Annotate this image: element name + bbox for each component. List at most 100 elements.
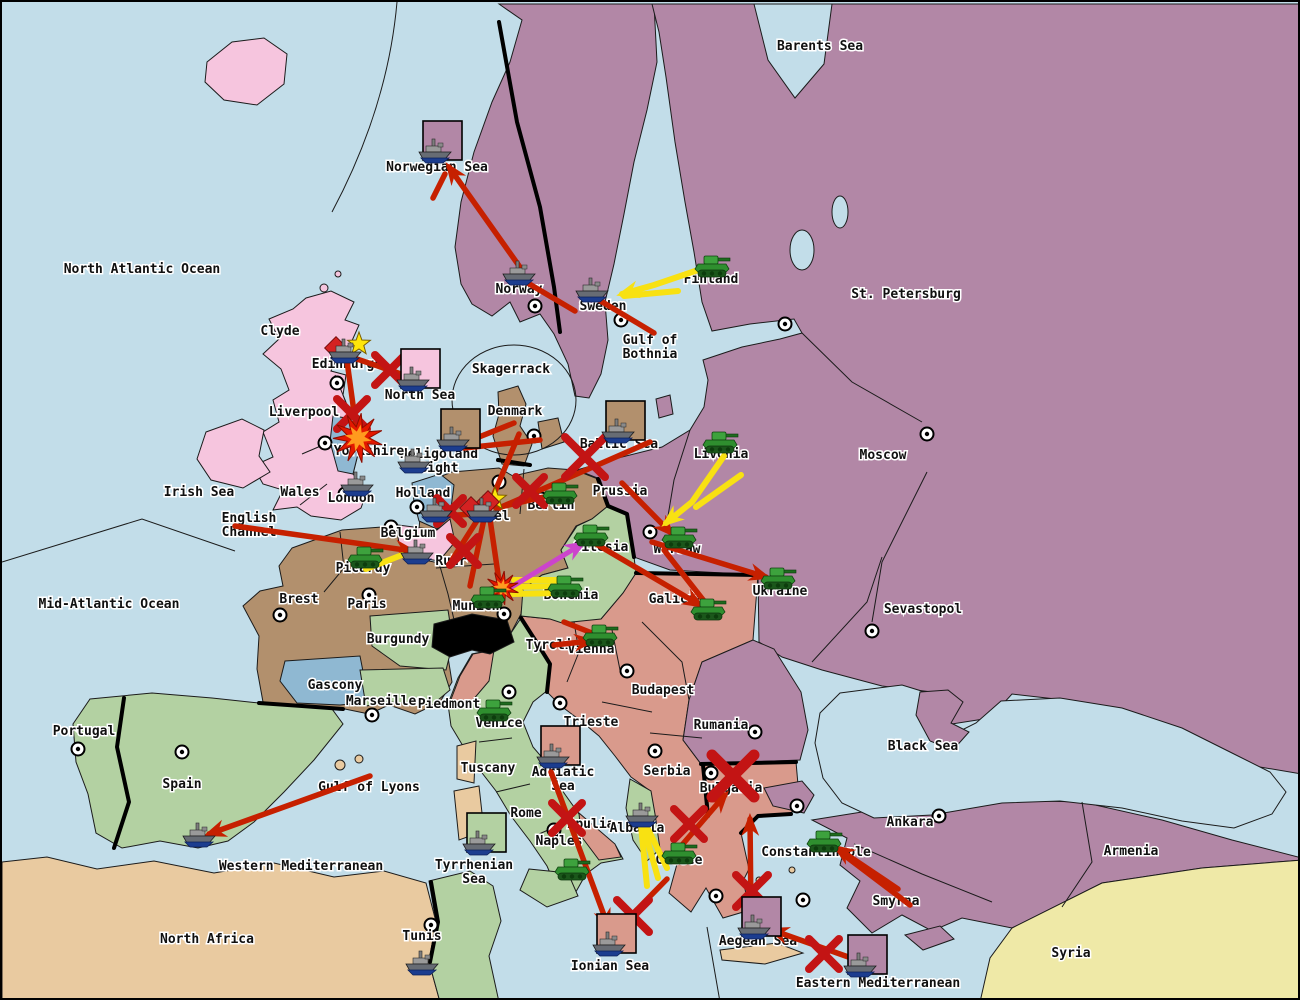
order-arrow-red [548,769,611,932]
label-denmark: Denmark [488,404,543,419]
unit-army-munich[interactable] [470,586,507,609]
unit-fleet-albania[interactable] [625,802,659,828]
order-arrow-red [661,547,707,604]
fleet-icon [396,366,430,392]
unit-fleet-norwegian-sea[interactable] [418,120,463,164]
region-marseilles[interactable] [359,667,451,707]
label-marseilles: Marseilles [346,694,424,709]
unit-army-galicia[interactable] [690,598,727,621]
unit-fleet-spain-south-coast[interactable] [182,822,216,848]
label-western-mediterranean: Western Mediterranean [219,859,383,874]
supply-center-dot [919,426,935,442]
label-burgundy: Burgundy [367,632,430,647]
unit-army-finland[interactable] [694,255,731,278]
bounce-x-mark [805,935,843,973]
order-arrow-red [551,633,597,652]
unit-fleet-baltic-sea[interactable] [601,400,646,444]
unit-fleet-ionian-sea[interactable] [592,913,637,957]
label-tunis: Tunis [402,929,441,944]
unit-fleet-edinburgh[interactable] [328,338,362,364]
unit-fleet-eastern-mediterranean[interactable] [843,934,888,978]
unit-fleet-adriatic-sea[interactable] [536,725,581,769]
supply-center-dot [931,808,947,824]
region-ireland[interactable] [196,418,271,489]
unit-fleet-heligoland-bight[interactable] [397,448,431,474]
label-piedmont: Piedmont [418,697,481,712]
region-iceland[interactable] [204,37,288,106]
army-icon [694,255,731,278]
army-icon [690,598,727,621]
unit-fleet-holland[interactable] [419,497,453,523]
unit-fleet-belgium[interactable] [400,539,434,565]
label-armenia: Armenia [1104,844,1159,859]
label-spain: Spain [162,777,201,792]
fleet-icon [405,950,439,976]
label-ionian-sea: Ionian Sea [571,959,649,974]
unit-army-warsaw[interactable] [661,526,698,549]
region-north-africa[interactable] [2,856,440,1000]
supply-center-dot [789,798,805,814]
army-icon [554,858,591,881]
order-arrow-yellow [638,823,650,889]
unit-fleet-tyrrhenian-sea[interactable] [462,812,507,856]
label-skagerrack: Skagerrack [472,362,550,377]
unit-army-constantinople[interactable] [806,830,843,853]
unit-army-naples[interactable] [554,858,591,881]
unit-fleet-kiel[interactable] [466,497,500,523]
unit-army-silesia[interactable] [573,524,610,547]
unit-army-vienna[interactable] [582,624,619,647]
supply-center-dot [527,298,543,314]
region-aegean-islet-3 [788,866,796,874]
unit-army-berlin[interactable] [542,482,579,505]
region-syria[interactable] [980,859,1300,1000]
supply-center-dot [272,607,288,623]
unit-army-venice[interactable] [476,699,513,722]
label-eastern-mediterranean: Eastern Mediterranean [796,976,960,991]
order-arrow-red [679,790,729,848]
order-arrow-red [596,297,657,336]
bounce-x-mark [706,749,760,803]
region-rumania[interactable] [682,639,809,765]
explosion-mark [332,413,383,463]
unit-army-bohemia[interactable] [547,575,584,598]
label-ankara: Ankara [887,815,934,830]
label-barents-sea: Barents Sea [777,39,863,54]
unit-army-picardy[interactable] [347,546,384,569]
fleet-icon [418,138,452,164]
order-arrow-red [445,162,525,273]
supply-center-dot [777,316,793,332]
fleet-icon [182,822,216,848]
unit-fleet-london[interactable] [340,471,374,497]
region-piedmont[interactable] [449,649,495,709]
supply-center-dot [703,765,719,781]
unit-fleet-sweden[interactable] [575,277,609,303]
army-icon [542,482,579,505]
unit-fleet-aegean-sea[interactable] [737,896,782,940]
army-icon [476,699,513,722]
fleet-icon [737,914,771,940]
supply-center-dot [864,623,880,639]
region-crimea [915,689,970,751]
unit-army-greece[interactable] [661,842,698,865]
unit-fleet-north-sea[interactable] [396,348,441,392]
region-gascony[interactable] [279,655,370,706]
region-burgundy[interactable] [369,609,454,671]
order-arrow-red [467,516,487,589]
fleet-icon [592,931,626,957]
unit-army-ukraine[interactable] [760,567,797,590]
supply-center-dot [383,519,399,535]
unit-army-livonia[interactable] [702,431,739,454]
supply-center-dot [552,695,568,711]
unit-fleet-tunis[interactable] [405,950,439,976]
unit-fleet-norway[interactable] [502,260,536,286]
label-clyde: Clyde [260,324,299,339]
fleet-icon [419,497,453,523]
unit-fleet-heligoland-dislodged[interactable] [436,408,481,452]
label-rumania: Rumania [694,718,749,733]
label-mid-atlantic-ocean: Mid-Atlantic Ocean [39,597,180,612]
fleet-icon [601,418,635,444]
army-icon [347,546,384,569]
region-scandinavia[interactable] [454,3,658,399]
supply-center-dot [647,743,663,759]
